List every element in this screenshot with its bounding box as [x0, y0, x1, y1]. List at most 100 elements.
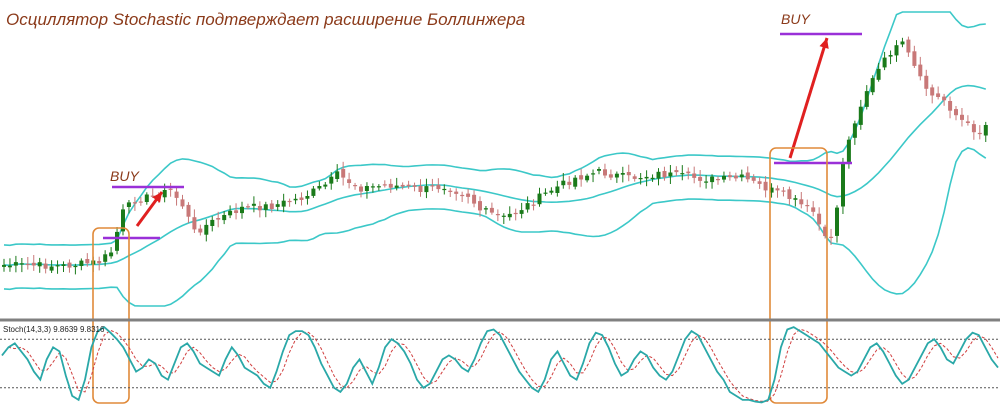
candle [382, 180, 387, 188]
candle-body [936, 93, 941, 97]
candle [61, 261, 66, 272]
candle [561, 173, 566, 189]
candle-body [626, 172, 631, 176]
candle [841, 157, 845, 214]
candle-body [900, 41, 905, 45]
candle-body [287, 200, 292, 203]
signal-annotations: BUY BUY [92, 11, 862, 404]
arrow-head [819, 38, 829, 49]
candle [971, 120, 976, 140]
candle [103, 250, 108, 267]
candle [251, 196, 256, 213]
candle-body [930, 87, 935, 96]
candle [31, 255, 36, 271]
candle [394, 177, 399, 191]
candle-body [852, 123, 857, 138]
candle [632, 174, 637, 182]
candle-body [269, 203, 274, 209]
candle-body [680, 173, 685, 175]
candle [829, 228, 834, 245]
candle [323, 182, 328, 190]
candle-body [281, 200, 286, 207]
candle-body [430, 185, 435, 187]
candle [67, 259, 72, 273]
candle-body [103, 254, 108, 262]
candle [745, 166, 750, 183]
candle-body [763, 181, 768, 191]
candle-body [644, 176, 649, 179]
candle [180, 194, 185, 209]
candle-body [216, 218, 221, 220]
candle-body [870, 78, 875, 93]
candle-body [501, 215, 506, 217]
candle [317, 181, 322, 191]
candle-body [954, 109, 958, 116]
candle [870, 75, 875, 96]
candle-body [376, 186, 381, 188]
candle-body [971, 124, 976, 133]
candle [168, 182, 173, 197]
candle [109, 247, 114, 259]
candle [823, 224, 828, 239]
candle-body [25, 263, 30, 266]
candle-body [168, 188, 173, 190]
candle [864, 85, 869, 110]
candle-body [555, 186, 560, 193]
candle [347, 172, 352, 189]
candle-body [2, 264, 6, 267]
candle-body [668, 172, 673, 177]
candle [716, 176, 720, 185]
candle [228, 205, 233, 219]
candle-body [817, 213, 822, 225]
candle [579, 168, 584, 187]
candle-body [222, 215, 227, 221]
candle [614, 171, 619, 183]
candle [430, 178, 435, 191]
candle [7, 258, 12, 272]
candle [954, 106, 958, 121]
candle [246, 203, 250, 210]
candle-body [228, 210, 233, 216]
candle-body [132, 202, 137, 204]
candle [2, 258, 6, 272]
candle [858, 99, 863, 130]
candle [478, 196, 482, 217]
candle-body [513, 212, 518, 215]
candle-body [424, 186, 429, 193]
candle-body [983, 125, 988, 136]
bollinger-middle-band [3, 84, 987, 267]
candle-body [394, 185, 399, 188]
candle [293, 193, 298, 205]
candle-body [882, 57, 887, 68]
candle-body [888, 55, 893, 57]
candle [733, 172, 738, 182]
candle-body [436, 184, 441, 190]
candle [983, 121, 988, 142]
candle-body [317, 186, 322, 189]
candle [335, 164, 340, 182]
candle-body [793, 198, 798, 200]
candle [686, 167, 691, 180]
candle [888, 50, 893, 65]
candle [388, 178, 393, 193]
candle [424, 178, 429, 199]
candle [507, 206, 512, 221]
candle [234, 203, 239, 220]
candle-body [478, 201, 482, 211]
candle [448, 188, 453, 197]
stoch-main-line [1, 325, 999, 404]
candle-body [174, 191, 179, 198]
candle-body [912, 51, 917, 66]
candle-body [472, 194, 477, 204]
candle-body [733, 175, 738, 179]
candle-body [251, 203, 256, 206]
candle-body [823, 226, 828, 237]
candle-body [579, 175, 584, 180]
candle-body [650, 177, 655, 179]
candle-body [710, 176, 715, 183]
candle [942, 93, 947, 106]
candle-body [335, 171, 340, 179]
candle-body [483, 208, 488, 210]
candle-body [329, 176, 334, 184]
candle [150, 188, 155, 198]
